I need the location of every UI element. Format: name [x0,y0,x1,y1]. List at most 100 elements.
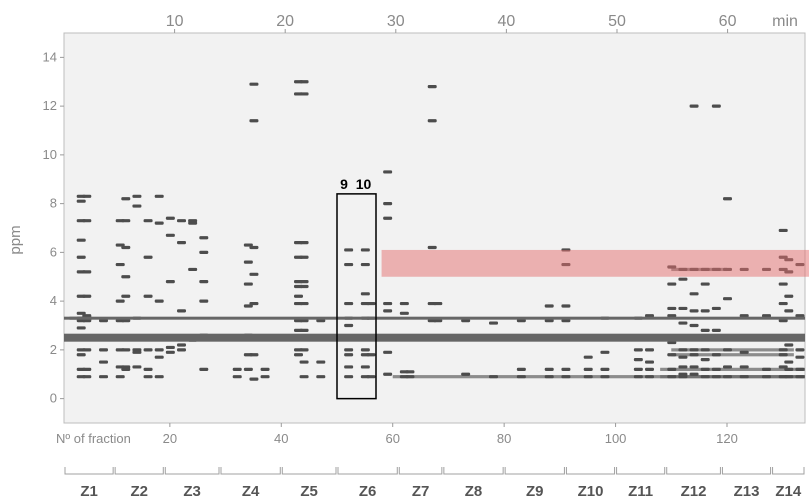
signal-dash [667,314,677,318]
signal-dash [199,299,209,303]
signal-dash [689,309,699,313]
box-label: 10 [356,176,372,192]
signal-dash [711,306,721,311]
signal-dash [778,348,788,352]
signal-streak [392,375,805,379]
bottom-tick-label: 40 [274,431,288,446]
signal-dash [700,282,710,286]
signal-dash [154,194,164,198]
signal-dash [143,255,153,259]
signal-dash [249,245,259,250]
signal-dash [583,375,593,379]
zone-bracket [565,467,616,475]
signal-dash [76,353,86,357]
signal-streak [660,367,805,371]
zone-label: Z3 [183,483,201,500]
signal-dash [177,348,186,352]
zone-bracket [220,467,281,475]
signal-dash [165,350,175,354]
signal-dash [76,255,86,259]
signal-dash [366,375,376,379]
y-tick-label: 10 [43,147,57,162]
signal-dash [249,82,259,86]
signal-dash [232,375,242,379]
signal-dash [723,297,732,301]
signal-dash [299,328,309,332]
signal-dash [143,367,153,371]
top-tick-label: 30 [387,13,405,30]
signal-dash [678,277,688,281]
signal-dash [132,204,142,208]
signal-dash [121,365,131,369]
signal-dash [489,375,498,379]
signal-dash [678,306,688,311]
bottom-tick-label: 80 [497,431,511,446]
signal-dash [383,372,393,376]
signal-dash [678,372,688,376]
signal-dash [561,304,571,308]
signal-dash [633,348,643,352]
signal-dash [316,360,326,364]
signal-dash [188,267,198,272]
signal-dash [199,280,209,284]
signal-dash [165,345,175,350]
signal-dash [260,375,270,379]
zone-label: Z10 [578,483,604,500]
signal-dash [99,348,108,352]
signal-dash [784,367,794,371]
zone-label: Z2 [130,483,148,500]
signal-dash [154,299,164,303]
signal-dash [645,375,654,379]
signal-dash [243,367,253,371]
signal-dash [561,375,571,379]
signal-dash [678,321,688,325]
zone-bracket [337,467,398,475]
signal-dash [199,236,209,240]
y-tick-label: 0 [50,391,57,406]
signal-dash [689,104,699,108]
signal-dash [82,367,92,371]
zone-bracket [721,467,772,475]
top-tick-label: 20 [276,13,294,30]
signal-dash [360,292,370,296]
signal-dash [76,199,86,203]
signal-dash [121,294,131,298]
top-tick-label: 50 [608,13,626,30]
signal-dash [516,375,526,379]
signal-dash [344,365,354,369]
signal-dash [165,233,175,237]
zone-bracket [64,467,114,475]
signal-dash [700,367,710,371]
signal-dash [544,304,554,308]
signal-dash [544,367,554,371]
signal-dash [667,306,677,311]
signal-dash [600,375,610,379]
signal-dash [299,255,309,259]
signal-dash [784,360,794,364]
signal-dash [678,365,688,369]
top-axis-unit-label: min [772,13,798,30]
signal-dash [316,319,326,323]
signal-dash [299,319,309,323]
signal-dash [132,350,142,354]
signal-dash [795,367,805,371]
bottom-tick-label: 20 [163,431,177,446]
y-tick-label: 8 [50,196,57,211]
signal-dash [249,301,259,306]
signal-dash [516,319,526,323]
signal-dash [344,353,354,357]
signal-dash [316,375,326,379]
signal-dash [689,353,699,357]
signal-dash [299,360,309,364]
bottom-axis-label: Nº of fraction [56,431,131,446]
signal-dash [689,323,699,328]
signal-dash [723,365,732,369]
signal-dash [177,309,186,313]
signal-dash [243,260,253,264]
signal-dash [360,348,370,352]
signal-dash [177,343,186,347]
zone-label: Z5 [300,483,318,500]
signal-dash [360,365,370,369]
zone-bracket [114,467,164,475]
signal-dash [344,301,354,306]
